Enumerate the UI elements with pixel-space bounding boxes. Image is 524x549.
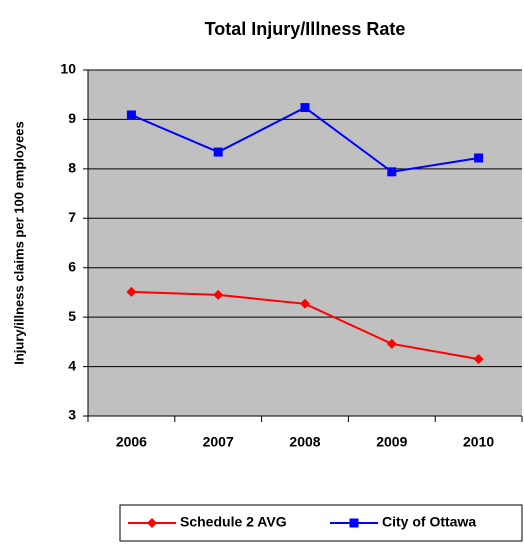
y-tick-label: 9 (68, 110, 76, 126)
marker (473, 354, 484, 365)
marker (349, 518, 359, 528)
x-tick-label: 2009 (376, 434, 407, 450)
marker (386, 338, 397, 349)
y-tick-label: 4 (68, 357, 76, 373)
legend-label: Schedule 2 AVG (180, 514, 287, 530)
marker (474, 153, 484, 163)
marker (300, 298, 310, 309)
x-tick-label: 2010 (463, 434, 494, 450)
marker (213, 289, 224, 300)
legend-label: City of Ottawa (382, 514, 476, 530)
y-tick-label: 5 (68, 308, 76, 324)
marker (387, 167, 397, 177)
plot-area (88, 70, 522, 416)
y-axis-label: Injury/illness claims per 100 employees (11, 121, 26, 365)
y-tick-label: 10 (60, 61, 76, 77)
y-tick-label: 6 (68, 258, 76, 274)
legend-box (119, 504, 523, 542)
y-tick-label: 3 (68, 407, 76, 423)
y-tick-label: 8 (68, 160, 76, 176)
x-tick-label: 2006 (116, 434, 147, 450)
chart-title: Total Injury/Illness Rate (205, 19, 406, 39)
x-tick-label: 2007 (203, 434, 234, 450)
marker (300, 103, 310, 113)
marker (126, 110, 136, 120)
marker (126, 286, 137, 297)
x-tick-label: 2008 (289, 434, 320, 450)
y-tick-label: 7 (68, 209, 76, 225)
marker (213, 147, 223, 157)
marker (147, 518, 157, 528)
